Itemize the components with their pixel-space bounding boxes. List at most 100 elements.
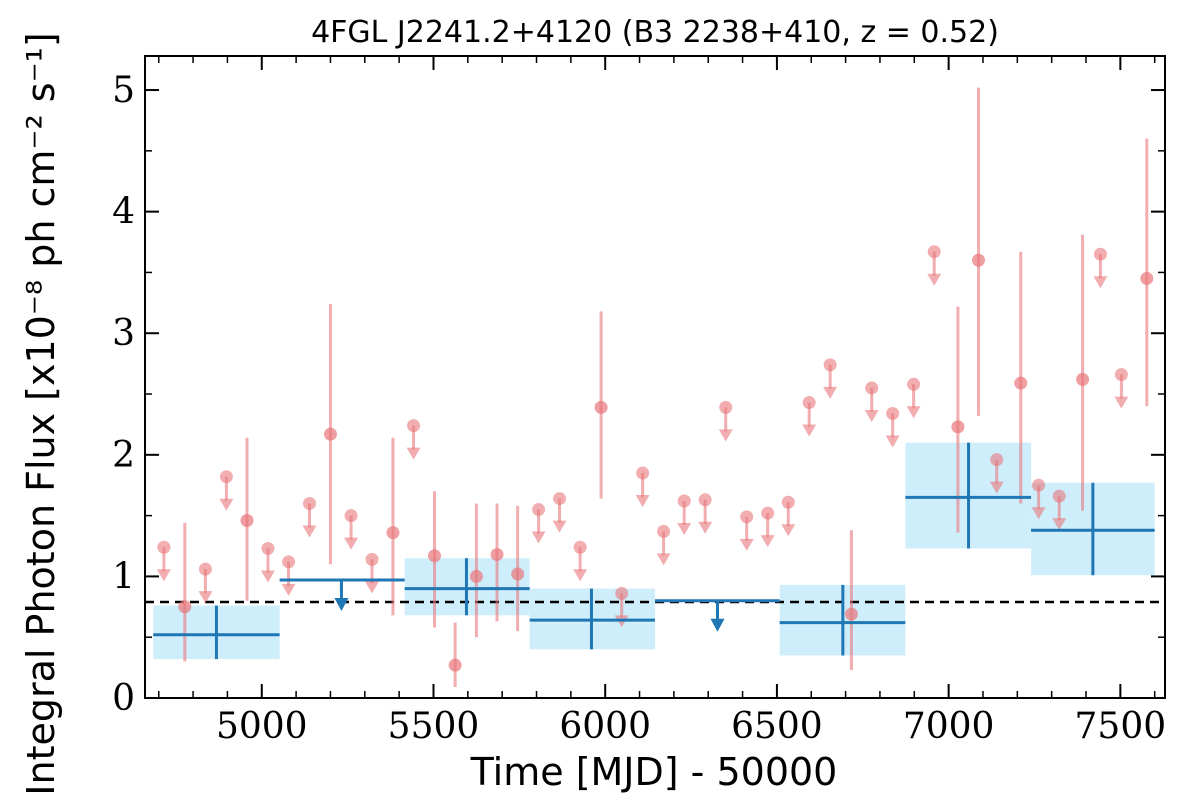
monthly-upper-limit-point <box>865 381 879 395</box>
monthly-upper-limit-arrow <box>406 447 421 460</box>
monthly-data-point <box>1076 372 1090 386</box>
x-tick-label: 6000 <box>559 706 651 747</box>
monthly-upper-limit-arrow <box>1114 396 1129 409</box>
x-tick-label: 7000 <box>903 706 995 747</box>
monthly-upper-limit-arrow <box>760 535 775 548</box>
monthly-upper-limit-arrow <box>906 406 921 419</box>
monthly-upper-limit-point <box>677 494 691 508</box>
monthly-upper-limit-arrow <box>885 435 900 448</box>
monthly-data-point <box>490 548 504 562</box>
monthly-data-point <box>1140 272 1154 286</box>
monthly-upper-limit-arrow <box>864 409 879 422</box>
y-tick-label: 3 <box>112 313 135 354</box>
yearly-upper-limit-arrow <box>710 618 725 632</box>
monthly-upper-limit-arrow <box>698 521 713 534</box>
monthly-upper-limit-arrow <box>260 570 275 583</box>
y-tick-label: 5 <box>112 70 135 111</box>
plot-frame <box>144 55 1166 699</box>
monthly-data-point <box>1014 376 1028 390</box>
monthly-data-point <box>448 658 462 672</box>
monthly-upper-limit-point <box>407 419 421 433</box>
monthly-upper-limit-point <box>1093 247 1107 261</box>
monthly-upper-limit-arrow <box>1031 507 1046 520</box>
monthly-upper-limit-point <box>657 524 671 538</box>
plot-area <box>145 87 1165 688</box>
monthly-upper-limit-arrow <box>739 538 754 551</box>
monthly-upper-limit-arrow <box>656 553 671 566</box>
monthly-upper-limit-arrow <box>156 569 171 582</box>
monthly-data-point <box>951 420 965 434</box>
monthly-upper-limit-point <box>303 496 317 510</box>
monthly-upper-limit-point <box>532 503 546 517</box>
y-tick-label: 2 <box>112 435 135 476</box>
monthly-upper-limit-arrow <box>1052 518 1067 531</box>
x-axis-label: Time [MJD] - 50000 <box>470 750 838 794</box>
monthly-upper-limit-arrow <box>1093 276 1108 289</box>
monthly-upper-limit-arrow <box>802 424 817 437</box>
monthly-upper-limit-point <box>615 586 629 600</box>
monthly-upper-limit-point <box>573 540 587 554</box>
monthly-upper-limit-point <box>719 400 733 414</box>
monthly-data-point <box>844 607 858 621</box>
monthly-upper-limit-arrow <box>302 525 317 538</box>
monthly-upper-limit-point <box>990 453 1004 467</box>
monthly-upper-limit-arrow <box>823 386 838 399</box>
monthly-upper-limit-point <box>907 377 921 391</box>
monthly-upper-limit-point <box>365 552 379 566</box>
monthly-upper-limit-point <box>823 358 837 372</box>
x-tick-label: 7500 <box>1075 706 1167 747</box>
monthly-data-point <box>386 526 400 540</box>
monthly-data-point <box>469 569 483 583</box>
monthly-upper-limit-point <box>198 562 212 576</box>
monthly-data-point <box>323 427 337 441</box>
axes: 5000 5500 6000 6500 7000 7500 0 1 2 3 4 5 <box>112 55 1167 747</box>
monthly-upper-limit-arrow <box>552 520 567 533</box>
monthly-upper-limit-arrow <box>989 481 1004 494</box>
monthly-upper-limit-point <box>636 466 650 480</box>
monthly-upper-limit-arrow <box>531 531 546 544</box>
monthly-upper-limit-arrow <box>677 523 692 536</box>
monthly-data-point <box>511 567 525 581</box>
monthly-upper-limit-arrow <box>927 273 942 286</box>
monthly-upper-limit-arrow <box>344 537 359 550</box>
x-tick-label: 6500 <box>731 706 823 747</box>
monthly-upper-limit-arrow <box>365 581 380 594</box>
y-tick-label: 0 <box>112 678 135 719</box>
monthly-data-point <box>240 513 254 527</box>
y-axis-label: Integral Photon Flux [x10⁻⁸ ph cm⁻² s⁻¹] <box>19 32 63 795</box>
monthly-upper-limit-arrow <box>198 591 213 604</box>
x-tick-label: 5500 <box>388 706 480 747</box>
monthly-upper-limit-arrow <box>219 498 234 511</box>
monthly-upper-limit-arrow <box>781 524 796 537</box>
monthly-upper-limit-point <box>761 506 775 520</box>
monthly-data-point <box>428 549 442 563</box>
monthly-upper-limit-arrow <box>635 495 650 508</box>
chart-title: 4FGL J2241.2+4120 (B3 2238+410, z = 0.52… <box>311 15 999 50</box>
monthly-upper-limit-point <box>344 509 358 523</box>
y-tick-label: 4 <box>112 192 135 233</box>
monthly-upper-limit-point <box>698 493 712 507</box>
monthly-data-point <box>178 600 192 614</box>
monthly-upper-limit-point <box>261 541 275 555</box>
monthly-data-point <box>594 400 608 414</box>
monthly-upper-limit-point <box>781 495 795 509</box>
monthly-data-point <box>972 253 986 267</box>
monthly-upper-limit-point <box>157 540 171 554</box>
monthly-upper-limit-point <box>1032 478 1046 492</box>
monthly-upper-limit-arrow <box>281 583 296 596</box>
monthly-upper-limit-point <box>1052 489 1066 503</box>
monthly-upper-limit-point <box>802 396 816 410</box>
x-tick-label: 5000 <box>216 706 308 747</box>
monthly-upper-limit-point <box>886 406 900 420</box>
monthly-upper-limit-point <box>740 510 754 524</box>
monthly-upper-limit-arrow <box>573 569 588 582</box>
monthly-upper-limit-point <box>927 245 941 259</box>
monthly-upper-limit-point <box>219 470 233 484</box>
monthly-upper-limit-arrow <box>718 429 733 442</box>
monthly-upper-limit-point <box>553 492 567 506</box>
yearly-upper-limit-arrow <box>334 598 349 612</box>
monthly-upper-limit-point <box>1114 368 1128 382</box>
monthly-upper-limit-point <box>282 555 296 569</box>
y-tick-label: 1 <box>112 556 135 597</box>
